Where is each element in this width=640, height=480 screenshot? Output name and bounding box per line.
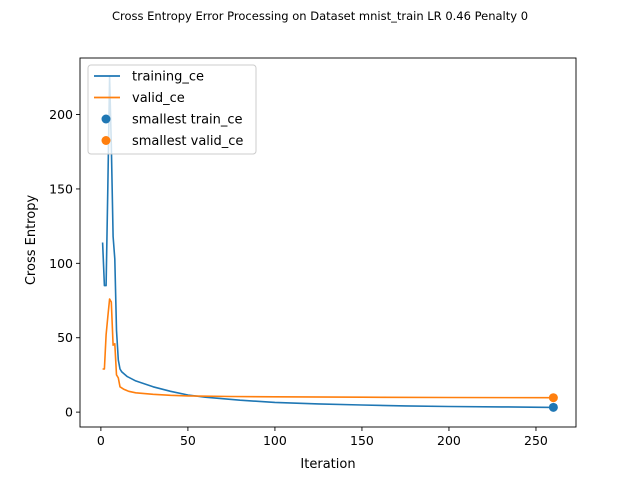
x-axis-label: Iteration bbox=[300, 457, 355, 472]
legend-marker-2 bbox=[101, 114, 111, 124]
marker-3 bbox=[548, 393, 558, 403]
legend-label-1: valid_ce bbox=[132, 91, 185, 106]
x-tick-label: 250 bbox=[524, 433, 548, 448]
x-tick-label: 0 bbox=[97, 433, 105, 448]
legend: training_ce valid_ce smallest train_cesmal… bbox=[87, 64, 257, 155]
legend-box bbox=[87, 64, 257, 155]
x-tick-label: 50 bbox=[180, 433, 196, 448]
legend-label-2: smallest train_ce bbox=[132, 113, 243, 128]
legend-label-3: smallest valid_ce bbox=[132, 134, 243, 149]
y-axis-label: Cross Entropy bbox=[24, 195, 39, 286]
y-tick-label: 150 bbox=[49, 181, 73, 196]
legend-label-0: training_ce bbox=[132, 70, 204, 85]
y-tick-label: 100 bbox=[49, 256, 73, 271]
y-tick-label: 50 bbox=[57, 330, 73, 345]
x-tick-label: 100 bbox=[263, 433, 287, 448]
y-tick-label: 200 bbox=[49, 107, 73, 122]
marker-2 bbox=[548, 402, 558, 412]
series-line-1 bbox=[102, 298, 554, 399]
legend-marker-3 bbox=[101, 136, 111, 145]
x-tick-label: 200 bbox=[437, 433, 461, 448]
axes-frame bbox=[79, 57, 577, 428]
chart-title: Cross Entropy Error Processing on Datase… bbox=[112, 9, 528, 23]
x-tick-label: 150 bbox=[350, 433, 374, 448]
y-tick-label: 0 bbox=[65, 405, 73, 420]
